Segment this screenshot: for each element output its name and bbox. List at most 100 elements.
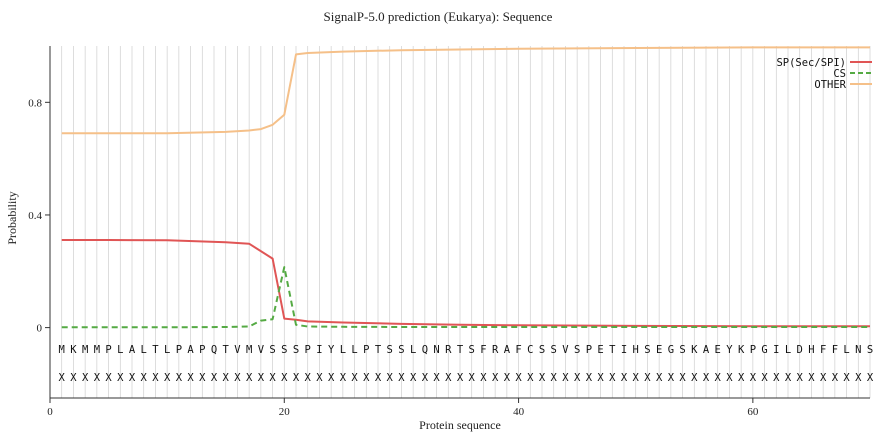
sequence-residue-47: E bbox=[597, 344, 603, 356]
annotation-residue-57: X bbox=[715, 372, 722, 384]
axes: 0 0.4 0.8 0 20 40 60 bbox=[28, 46, 870, 418]
sequence-residue-36: S bbox=[469, 344, 475, 356]
legend-label-1: CS bbox=[833, 68, 846, 80]
sequence-residue-19: S bbox=[269, 344, 275, 356]
annotation-residue-5: X bbox=[105, 372, 112, 384]
annotation-residue-34: X bbox=[445, 372, 452, 384]
sequence-residue-14: Q bbox=[211, 344, 217, 356]
series-line-other bbox=[61, 46, 870, 135]
sequence-residue-45: S bbox=[574, 344, 580, 356]
sequence-residue-68: L bbox=[843, 344, 849, 356]
annotation-residue-40: X bbox=[515, 372, 522, 384]
annotation-residue-9: X bbox=[152, 372, 159, 384]
sequence-residue-43: S bbox=[551, 344, 557, 356]
sequence-residue-33: N bbox=[433, 344, 439, 356]
annotation-residue-66: X bbox=[820, 372, 827, 384]
annotation-residue-64: X bbox=[797, 372, 804, 384]
x-tick-label-0: 0 bbox=[47, 406, 53, 418]
sequence-residue-40: F bbox=[515, 344, 521, 356]
sequence-residue-18: V bbox=[258, 344, 265, 356]
annotation-residue-39: X bbox=[504, 372, 511, 384]
sequence-residue-29: S bbox=[387, 344, 393, 356]
annotation-residue-38: X bbox=[492, 372, 499, 384]
sequence-residue-26: L bbox=[351, 344, 357, 356]
annotation-residue-37: X bbox=[480, 372, 487, 384]
sequence-residue-58: Y bbox=[726, 344, 733, 356]
annotation-residue-3: X bbox=[82, 372, 89, 384]
annotation-residue-10: X bbox=[164, 372, 171, 384]
sequence-residue-23: I bbox=[316, 344, 322, 356]
sequence-residue-37: F bbox=[480, 344, 486, 356]
sequence-residue-9: T bbox=[152, 344, 159, 356]
sequence-residue-41: C bbox=[527, 344, 533, 356]
sequence-residue-39: A bbox=[504, 344, 511, 356]
sequence-residue-7: A bbox=[129, 344, 136, 356]
annotation-residue-2: X bbox=[70, 372, 77, 384]
x-tick-label-1: 20 bbox=[279, 406, 291, 418]
annotation-residue-4: X bbox=[94, 372, 101, 384]
x-tick-label-3: 60 bbox=[747, 406, 759, 418]
sequence-residue-38: R bbox=[492, 344, 499, 356]
sequence-residue-24: Y bbox=[328, 344, 335, 356]
annotation-residue-28: X bbox=[375, 372, 382, 384]
sequence-residue-27: P bbox=[363, 344, 369, 356]
sequence-residue-31: L bbox=[410, 344, 416, 356]
sequence-residue-12: A bbox=[187, 344, 194, 356]
annotation-residue-44: X bbox=[562, 372, 569, 384]
annotation-residue-1: X bbox=[59, 372, 66, 384]
sequence-residue-34: R bbox=[445, 344, 452, 356]
series-lines bbox=[61, 46, 870, 329]
grid-lines bbox=[61, 46, 871, 398]
annotation-residue-19: X bbox=[269, 372, 276, 384]
annotation-residue-70: X bbox=[867, 372, 874, 384]
annotation-residue-54: X bbox=[679, 372, 686, 384]
sequence-residue-10: L bbox=[164, 344, 170, 356]
sequence-residue-62: I bbox=[773, 344, 779, 356]
annotation-residue-42: X bbox=[539, 372, 546, 384]
chart-title: SignalP-5.0 prediction (Eukarya): Sequen… bbox=[324, 9, 553, 24]
sequence-residue-15: T bbox=[223, 344, 230, 356]
sequence-residue-13: P bbox=[199, 344, 205, 356]
sequence-residue-55: K bbox=[691, 344, 698, 356]
annotation-residue-67: X bbox=[832, 372, 839, 384]
annotation-residue-53: X bbox=[668, 372, 675, 384]
sequence-residue-6: L bbox=[117, 344, 123, 356]
annotation-residue-21: X bbox=[293, 372, 300, 384]
sequence-residue-67: F bbox=[832, 344, 838, 356]
annotation-residue-55: X bbox=[691, 372, 698, 384]
sequence-residue-69: N bbox=[855, 344, 861, 356]
annotation-residue-20: X bbox=[281, 372, 288, 384]
x-tick-label-2: 40 bbox=[513, 406, 525, 418]
sequence-residue-65: H bbox=[808, 344, 814, 356]
annotation-residue-18: X bbox=[258, 372, 265, 384]
sequence-residue-56: A bbox=[703, 344, 710, 356]
annotation-residue-11: X bbox=[176, 372, 183, 384]
annotation-residue-69: X bbox=[855, 372, 862, 384]
sequence-residue-16: V bbox=[234, 344, 241, 356]
annotation-residue-60: X bbox=[750, 372, 757, 384]
annotation-residue-8: X bbox=[141, 372, 148, 384]
sequence-residue-60: P bbox=[750, 344, 756, 356]
sequence-residue-44: V bbox=[562, 344, 569, 356]
sequence-residue-22: P bbox=[305, 344, 311, 356]
sequence-residue-48: T bbox=[609, 344, 616, 356]
annotation-residue-30: X bbox=[398, 372, 405, 384]
y-tick-label-1: 0.4 bbox=[28, 210, 42, 222]
annotation-residue-43: X bbox=[551, 372, 558, 384]
annotation-residue-23: X bbox=[316, 372, 323, 384]
annotation-residue-59: X bbox=[738, 372, 745, 384]
sequence-residue-20: S bbox=[281, 344, 287, 356]
annotation-residue-17: X bbox=[246, 372, 253, 384]
annotation-residue-27: X bbox=[363, 372, 370, 384]
annotation-residue-25: X bbox=[340, 372, 347, 384]
sequence-residue-17: M bbox=[246, 344, 252, 356]
series-line-cs bbox=[61, 266, 870, 329]
sequence-residue-42: S bbox=[539, 344, 545, 356]
annotation-residue-7: X bbox=[129, 372, 136, 384]
sequence-residue-8: L bbox=[141, 344, 147, 356]
annotation-residue-63: X bbox=[785, 372, 792, 384]
annotation-residue-29: X bbox=[387, 372, 394, 384]
annotation-residue-16: X bbox=[234, 372, 241, 384]
